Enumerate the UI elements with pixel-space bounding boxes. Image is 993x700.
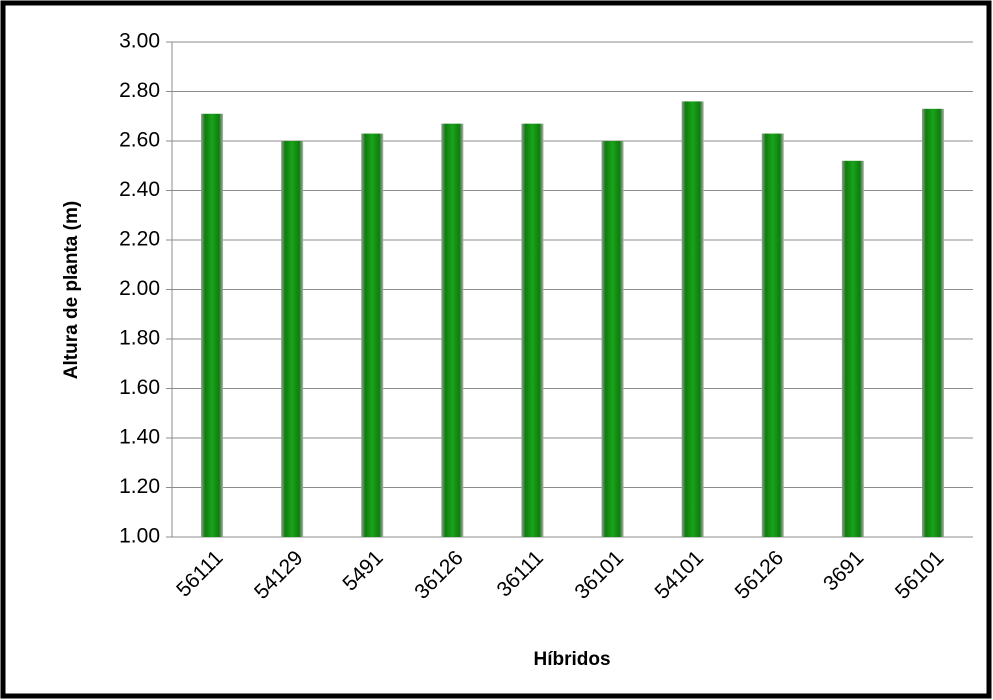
- bar: [201, 113, 224, 538]
- y-tick-label: 3.00: [119, 30, 160, 53]
- x-axis-title: Híbridos: [533, 649, 610, 670]
- bar: [441, 123, 464, 538]
- bar: [361, 133, 384, 537]
- y-tick-label: 2.00: [119, 277, 160, 300]
- y-axis-title: Altura de planta (m): [61, 201, 82, 379]
- y-tick-label: 1.60: [119, 376, 160, 399]
- y-tick-label: 1.00: [119, 525, 160, 548]
- y-tick-label: 2.40: [119, 178, 160, 201]
- bar: [761, 133, 784, 537]
- bar: [681, 101, 704, 538]
- y-tick-label: 2.60: [119, 129, 160, 152]
- bar: [521, 123, 544, 538]
- y-tick-label: 1.20: [119, 475, 160, 498]
- bar: [281, 141, 304, 537]
- y-tick-label: 2.20: [119, 228, 160, 251]
- y-tick-label: 2.80: [119, 79, 160, 102]
- y-tick-label: 1.80: [119, 327, 160, 350]
- bar: [601, 141, 624, 537]
- y-tick-label: 1.40: [119, 426, 160, 449]
- bar: [841, 160, 864, 538]
- bar: [921, 108, 944, 537]
